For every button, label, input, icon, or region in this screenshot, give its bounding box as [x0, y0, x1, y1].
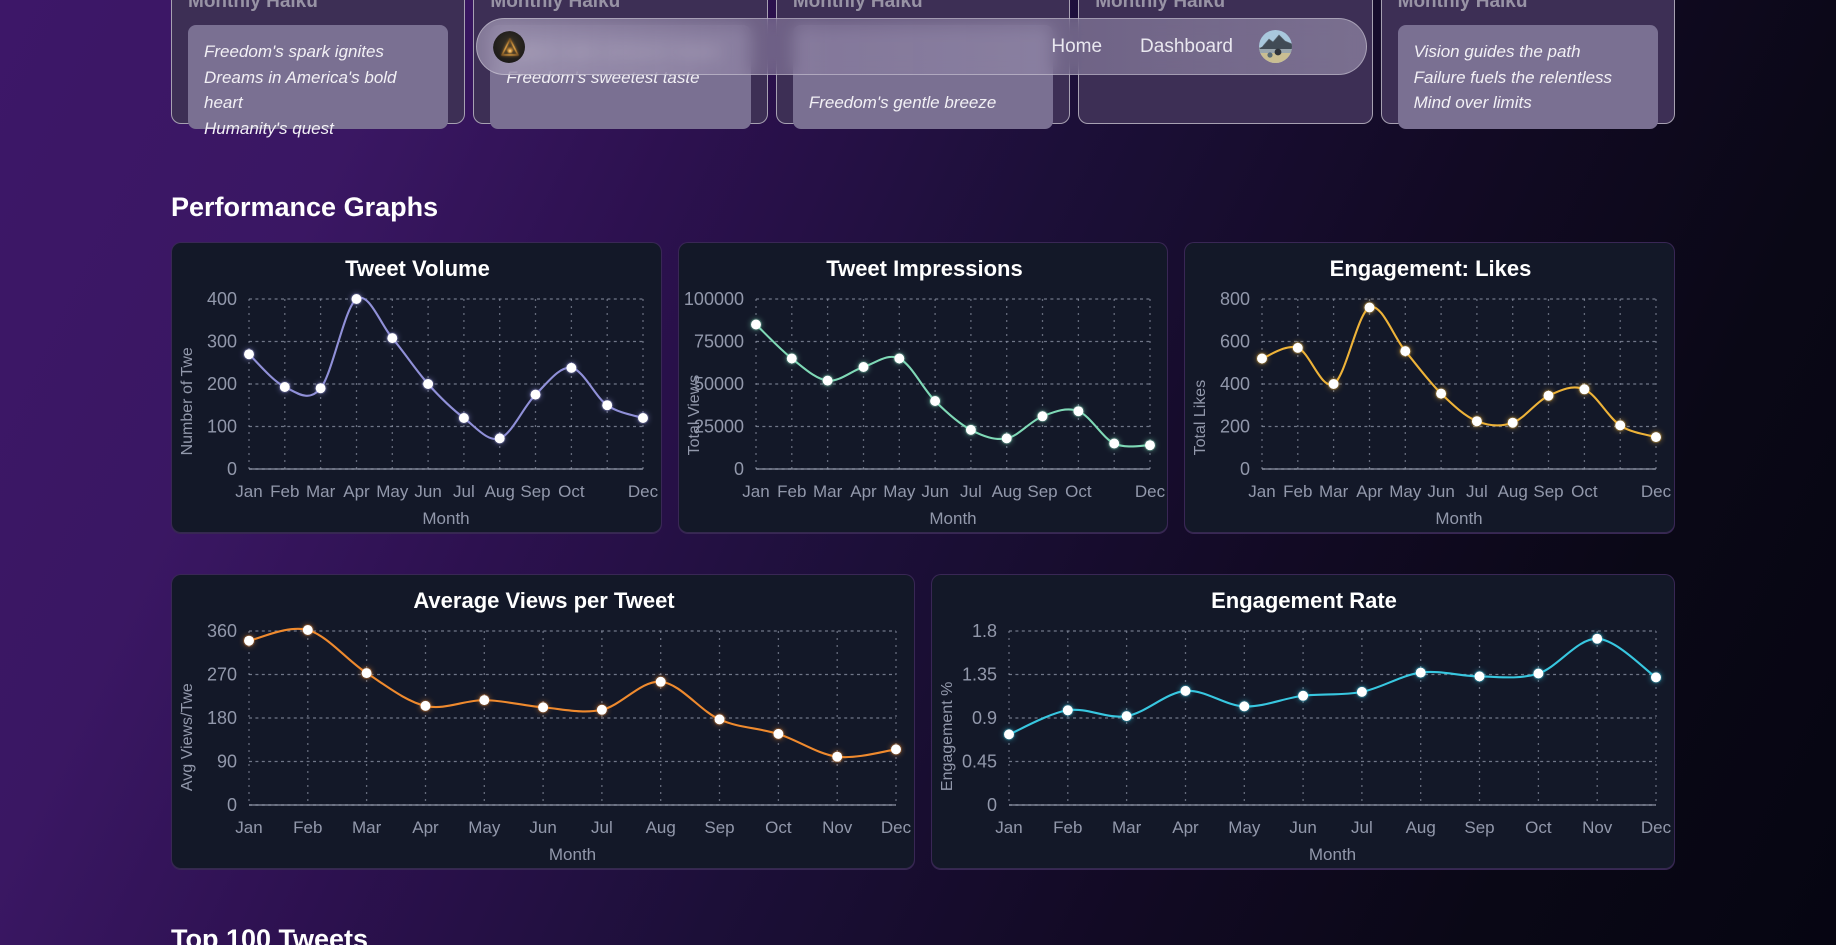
svg-text:Jun: Jun [529, 818, 556, 837]
svg-text:Nov: Nov [1582, 818, 1613, 837]
svg-text:Feb: Feb [1283, 482, 1312, 501]
svg-text:75000: 75000 [694, 332, 744, 352]
svg-text:Dec: Dec [1641, 482, 1672, 501]
svg-text:Engagement Rate: Engagement Rate [1211, 588, 1397, 613]
svg-text:100: 100 [207, 417, 237, 437]
svg-text:Number of Twe: Number of Twe [179, 347, 196, 455]
svg-text:1.35: 1.35 [962, 665, 997, 685]
svg-text:Sep: Sep [1027, 482, 1057, 501]
svg-text:Oct: Oct [1572, 482, 1599, 501]
svg-text:Mar: Mar [306, 482, 336, 501]
svg-text:Jul: Jul [1351, 818, 1373, 837]
svg-text:Sep: Sep [1534, 482, 1564, 501]
svg-text:Dec: Dec [1135, 482, 1166, 501]
svg-text:Dec: Dec [1641, 818, 1672, 837]
svg-text:Aug: Aug [1498, 482, 1528, 501]
svg-text:Month: Month [1436, 509, 1483, 528]
svg-text:Jul: Jul [591, 818, 613, 837]
svg-text:Nov: Nov [822, 818, 853, 837]
svg-text:200: 200 [1220, 417, 1250, 437]
svg-text:0: 0 [227, 459, 237, 479]
svg-text:Apr: Apr [412, 818, 439, 837]
svg-text:Tweet Impressions: Tweet Impressions [826, 256, 1022, 281]
svg-text:Apr: Apr [1172, 818, 1199, 837]
svg-text:Jan: Jan [235, 482, 262, 501]
svg-text:Total Views: Total Views [686, 375, 703, 456]
svg-text:Month: Month [549, 845, 596, 864]
svg-text:Tweet Volume: Tweet Volume [345, 256, 490, 281]
svg-text:May: May [1228, 818, 1261, 837]
svg-text:360: 360 [207, 621, 237, 641]
svg-text:Oct: Oct [765, 818, 792, 837]
svg-text:Aug: Aug [646, 818, 676, 837]
svg-text:Average Views per Tweet: Average Views per Tweet [413, 588, 675, 613]
svg-text:Mar: Mar [1112, 818, 1142, 837]
svg-text:Jun: Jun [921, 482, 948, 501]
svg-text:Jul: Jul [453, 482, 475, 501]
svg-text:Jun: Jun [1428, 482, 1455, 501]
svg-text:Feb: Feb [777, 482, 806, 501]
svg-text:Apr: Apr [1357, 482, 1384, 501]
svg-text:Engagement: Likes: Engagement: Likes [1330, 256, 1532, 281]
svg-text:Jul: Jul [960, 482, 982, 501]
svg-text:0: 0 [734, 459, 744, 479]
svg-text:400: 400 [1220, 374, 1250, 394]
svg-text:Jan: Jan [1249, 482, 1276, 501]
svg-text:Mar: Mar [352, 818, 382, 837]
svg-text:May: May [1390, 482, 1423, 501]
svg-text:100000: 100000 [684, 289, 744, 309]
svg-text:Jan: Jan [742, 482, 769, 501]
svg-text:Oct: Oct [1525, 818, 1552, 837]
svg-text:Feb: Feb [293, 818, 322, 837]
svg-text:0: 0 [1240, 459, 1250, 479]
svg-text:Avg Views/Twe: Avg Views/Twe [179, 683, 196, 791]
svg-text:600: 600 [1220, 332, 1250, 352]
svg-text:Aug: Aug [991, 482, 1021, 501]
svg-text:200: 200 [207, 374, 237, 394]
svg-text:Jan: Jan [235, 818, 262, 837]
svg-text:May: May [883, 482, 916, 501]
svg-text:Sep: Sep [704, 818, 734, 837]
svg-text:Oct: Oct [1065, 482, 1092, 501]
svg-text:Apr: Apr [343, 482, 370, 501]
svg-text:Dec: Dec [881, 818, 912, 837]
svg-text:0.9: 0.9 [972, 708, 997, 728]
svg-text:Month: Month [1309, 845, 1356, 864]
svg-text:Sep: Sep [1464, 818, 1494, 837]
svg-text:Engagement %: Engagement % [939, 682, 956, 791]
svg-text:Jan: Jan [995, 818, 1022, 837]
svg-text:Aug: Aug [1406, 818, 1436, 837]
svg-text:Apr: Apr [850, 482, 877, 501]
svg-text:0.45: 0.45 [962, 752, 997, 772]
svg-text:Mar: Mar [813, 482, 843, 501]
svg-text:Sep: Sep [520, 482, 550, 501]
svg-text:Jun: Jun [414, 482, 441, 501]
svg-text:Month: Month [929, 509, 976, 528]
svg-text:Mar: Mar [1319, 482, 1349, 501]
svg-text:Aug: Aug [485, 482, 515, 501]
svg-text:1.8: 1.8 [972, 621, 997, 641]
svg-text:270: 270 [207, 665, 237, 685]
svg-text:Jun: Jun [1289, 818, 1316, 837]
svg-text:Dec: Dec [628, 482, 659, 501]
svg-text:May: May [468, 818, 501, 837]
svg-text:180: 180 [207, 708, 237, 728]
svg-text:Oct: Oct [558, 482, 585, 501]
svg-text:Jul: Jul [1466, 482, 1488, 501]
svg-text:90: 90 [217, 752, 237, 772]
svg-text:400: 400 [207, 289, 237, 309]
svg-text:300: 300 [207, 332, 237, 352]
svg-text:Total Likes: Total Likes [1192, 380, 1209, 456]
svg-text:800: 800 [1220, 289, 1250, 309]
svg-text:0: 0 [987, 795, 997, 815]
svg-text:May: May [376, 482, 409, 501]
svg-text:Feb: Feb [1053, 818, 1082, 837]
svg-text:Feb: Feb [270, 482, 299, 501]
svg-text:0: 0 [227, 795, 237, 815]
svg-text:Month: Month [422, 509, 469, 528]
